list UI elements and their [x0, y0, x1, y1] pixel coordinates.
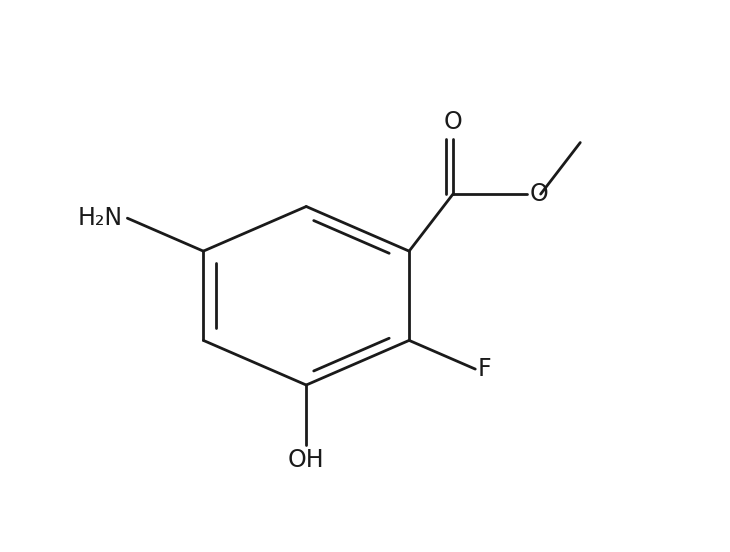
Text: H₂N: H₂N — [78, 206, 123, 230]
Text: F: F — [478, 357, 492, 381]
Text: O: O — [529, 182, 548, 206]
Text: O: O — [444, 110, 462, 134]
Text: OH: OH — [288, 448, 325, 472]
